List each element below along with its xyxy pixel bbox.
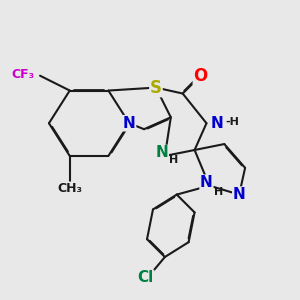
Text: CH₃: CH₃ — [57, 182, 82, 195]
Text: N: N — [155, 146, 168, 160]
Text: N: N — [211, 116, 224, 131]
Text: N: N — [123, 116, 136, 131]
Text: CF₃: CF₃ — [11, 68, 34, 81]
Text: N: N — [233, 187, 245, 202]
Text: Cl: Cl — [137, 270, 154, 285]
Text: H: H — [214, 187, 223, 196]
Text: -H: -H — [226, 117, 240, 127]
Text: O: O — [194, 67, 208, 85]
Text: N: N — [200, 175, 213, 190]
Text: H: H — [169, 155, 178, 165]
Text: S: S — [150, 79, 162, 97]
